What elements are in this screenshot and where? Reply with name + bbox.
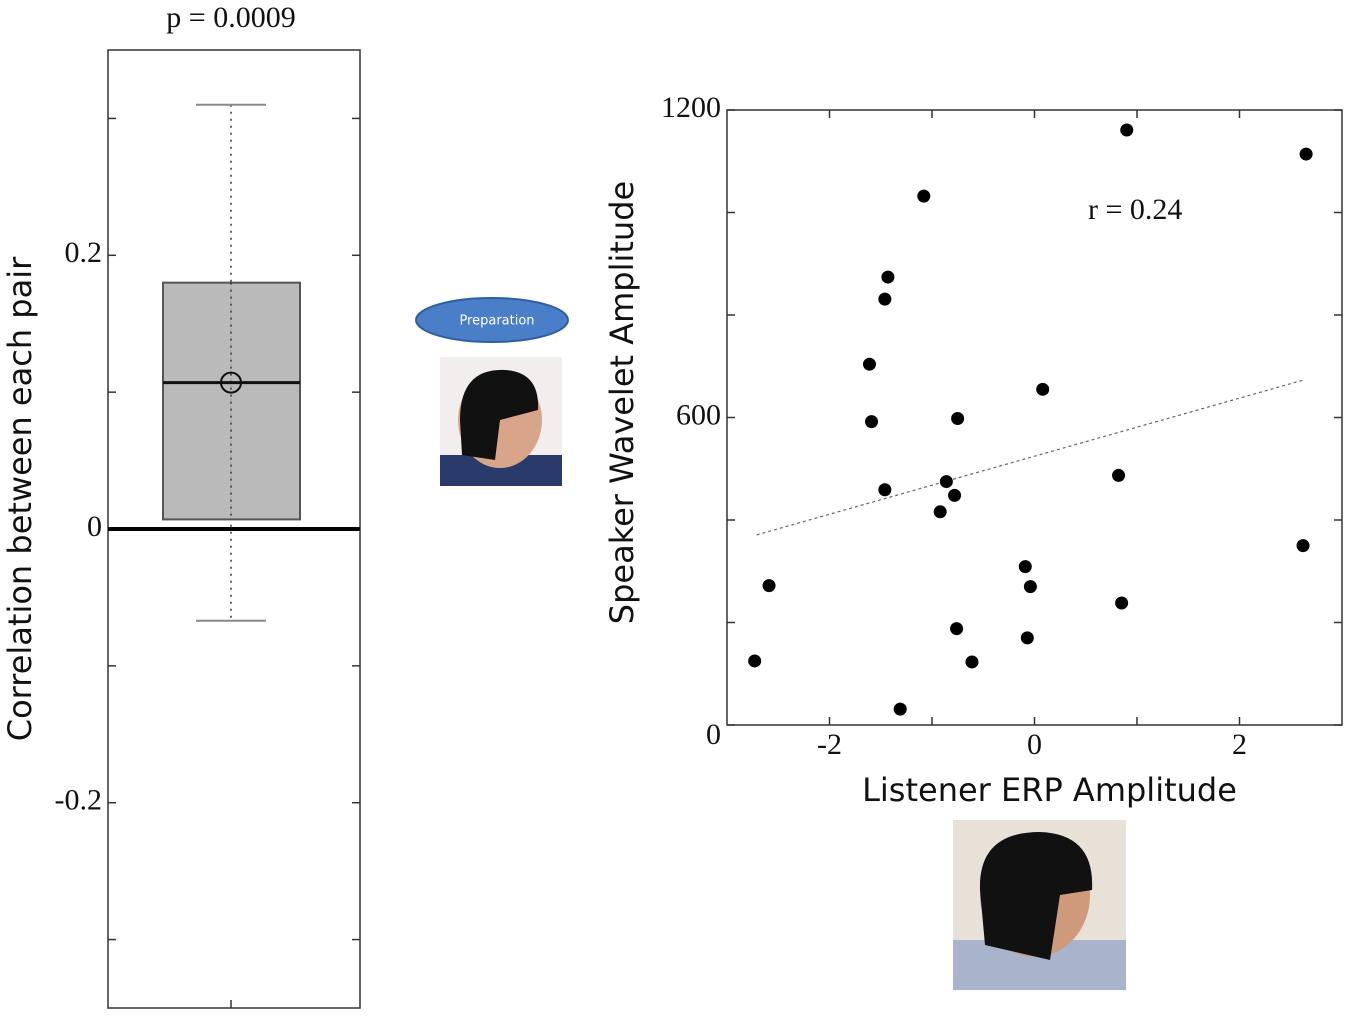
point [939,475,953,489]
y-tick-label: 600 [676,398,721,431]
x-tick-label: 0 [1027,728,1042,761]
bubble: Preparation [415,297,569,343]
x-tick-label: 2 [1232,728,1247,761]
fit-line [756,378,1306,536]
x-axis-label: Listener ERP Amplitude [862,771,1237,809]
point [1018,560,1032,574]
point [1112,468,1126,482]
y-tick-label: 0 [87,510,102,543]
x-tick-label: -2 [817,728,842,761]
y-tick-label: -0.2 [55,784,103,817]
point [1120,123,1134,137]
point [878,483,892,497]
point [951,412,965,426]
y-tick-label: 0 [706,718,721,751]
point [748,654,762,668]
y-tick-label: 1200 [661,91,721,124]
y-axis-label: Correlation between each pair [1,256,39,741]
annotation: r = 0.24 [1088,193,1182,226]
point [893,702,907,716]
y-tick-label: 0.2 [65,236,103,269]
point [950,622,964,636]
point [881,270,895,284]
plot-frame [726,109,1343,726]
point [762,579,776,593]
point [917,189,931,203]
point [1020,631,1034,645]
photo-speaker [440,357,562,486]
point [1115,596,1129,610]
mean [220,371,242,394]
point [933,505,947,519]
point [965,655,979,669]
bubble-text: Preparation [459,314,534,329]
y-axis-label: Speaker Wavelet Amplitude [603,181,641,624]
point [878,292,892,306]
photo-listener [953,820,1126,990]
chart-title: p = 0.0009 [166,1,295,34]
point [1036,382,1050,396]
point [948,488,962,502]
point [1296,539,1310,553]
point [1299,147,1313,161]
point [865,415,879,429]
point [862,357,876,371]
point [1023,580,1037,594]
